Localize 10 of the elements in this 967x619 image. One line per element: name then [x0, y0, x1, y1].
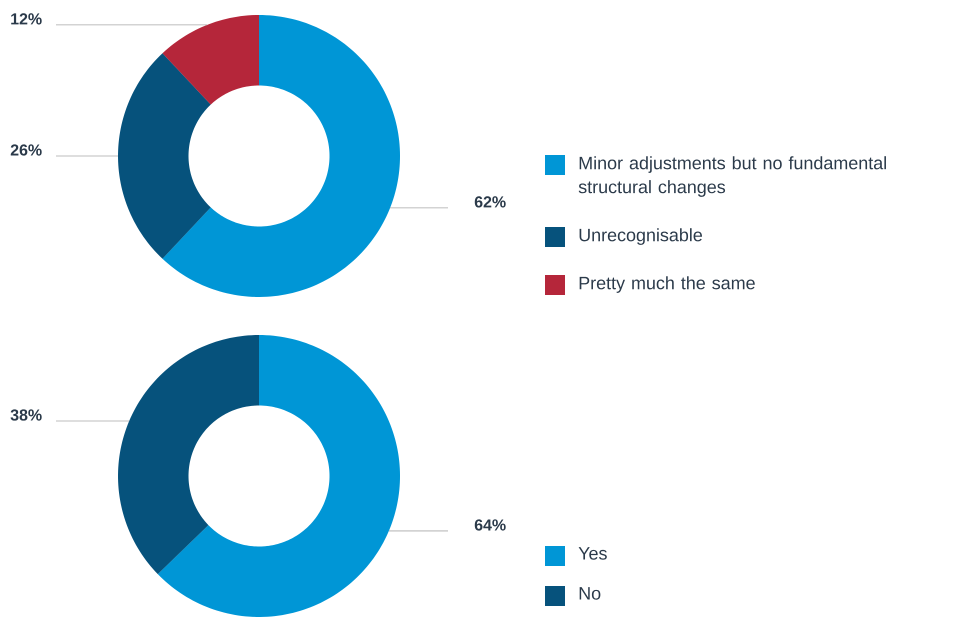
legend-label: Yes [578, 547, 607, 560]
legend-label: No [580, 587, 600, 600]
legend-label: Minor adjustments but no fundamental structural changes [578, 156, 886, 197]
data-label: 62% [474, 196, 506, 208]
data-label: 26% [10, 144, 42, 156]
data-label: 38% [10, 409, 42, 421]
legend-label: Unrecognisable [580, 228, 702, 245]
legend-label: Pretty much the same [580, 276, 755, 293]
data-label: 12% [11, 13, 42, 25]
data-label: 64% [474, 519, 506, 531]
